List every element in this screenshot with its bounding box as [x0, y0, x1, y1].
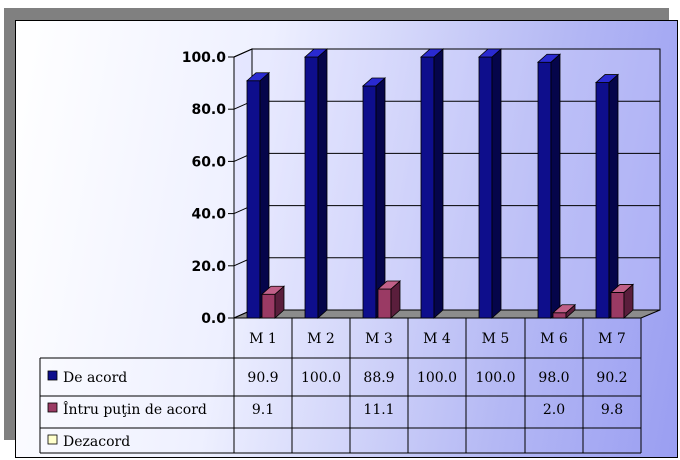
bar-top [419, 48, 445, 58]
bar [303, 48, 329, 319]
y-tick-label: 0.0 [201, 311, 226, 327]
bar [594, 73, 620, 319]
category-label: M 1 [249, 331, 277, 347]
data-label: 11.1 [363, 402, 394, 418]
gridline [233, 48, 660, 58]
legend-swatch [47, 402, 58, 413]
legend-label: Dezacord [63, 434, 130, 450]
y-tick-label: 80.0 [191, 102, 226, 118]
legend-label: Întru puţin de acord [63, 400, 207, 418]
bar [361, 77, 387, 319]
bar-front [610, 292, 625, 319]
bar-side [317, 48, 328, 319]
bar-side [491, 48, 502, 319]
bar-front [420, 56, 435, 319]
bar [477, 48, 503, 319]
category-label: M 7 [598, 331, 626, 347]
data-label: 100.0 [475, 370, 515, 386]
legend-swatch [47, 370, 58, 381]
bar-front [377, 288, 392, 319]
bar-front [595, 82, 610, 319]
bar [536, 53, 562, 319]
data-label: 100.0 [417, 370, 457, 386]
y-tick-label: 60.0 [191, 154, 226, 170]
legend-swatch [47, 434, 58, 445]
bar-top [361, 77, 387, 87]
bar-top [303, 48, 329, 58]
chart-frame [15, 20, 678, 458]
y-axis: 0.0 20.0 40.0 60.0 80.0 100.0 [182, 50, 235, 327]
bar-front [362, 85, 377, 319]
bar-side [608, 73, 619, 319]
data-label: 88.9 [363, 370, 394, 386]
bar-top [376, 280, 402, 290]
category-label: M 4 [423, 331, 451, 347]
bar [551, 303, 577, 319]
bar-side [259, 71, 270, 319]
legend-label: De acord [63, 370, 127, 386]
data-label: 90.2 [596, 370, 627, 386]
y-tick-label: 100.0 [182, 50, 227, 66]
bar [260, 285, 286, 319]
y-tick-label: 20.0 [191, 259, 226, 275]
bar-front [246, 80, 261, 319]
bar-side [550, 53, 561, 319]
bar-front [552, 312, 567, 319]
bar-top [260, 285, 286, 295]
y-tick-label: 40.0 [191, 207, 226, 223]
data-label: 9.1 [252, 402, 274, 418]
bar-top [551, 304, 577, 314]
bar-top [536, 53, 562, 63]
bar-front [537, 61, 552, 319]
bar [376, 280, 402, 319]
bar-side [433, 48, 444, 319]
bar [245, 71, 271, 319]
category-label: M 3 [365, 331, 393, 347]
data-label: 98.0 [538, 370, 569, 386]
bar-front [261, 293, 276, 319]
bar [419, 48, 445, 319]
bars [245, 48, 635, 319]
data-label: 9.8 [601, 402, 623, 418]
category-label: M 6 [540, 331, 568, 347]
data-label: 100.0 [301, 370, 341, 386]
data-label: 90.9 [247, 370, 278, 386]
bar [609, 283, 635, 319]
bar-front [478, 56, 493, 319]
data-label: 2.0 [543, 402, 565, 418]
bar-top [609, 284, 635, 293]
bar-top [245, 72, 271, 82]
bar-top [477, 48, 503, 58]
category-label: M 2 [307, 331, 335, 347]
bar-top [594, 74, 620, 83]
bar-side [375, 77, 386, 319]
data-table: M 1 M 2 M 3 M 4 M 5 M 6 M 7 De acord 90.9 100.0 88… [39, 318, 642, 454]
category-label: M 5 [482, 331, 510, 347]
bar-front [304, 56, 319, 319]
